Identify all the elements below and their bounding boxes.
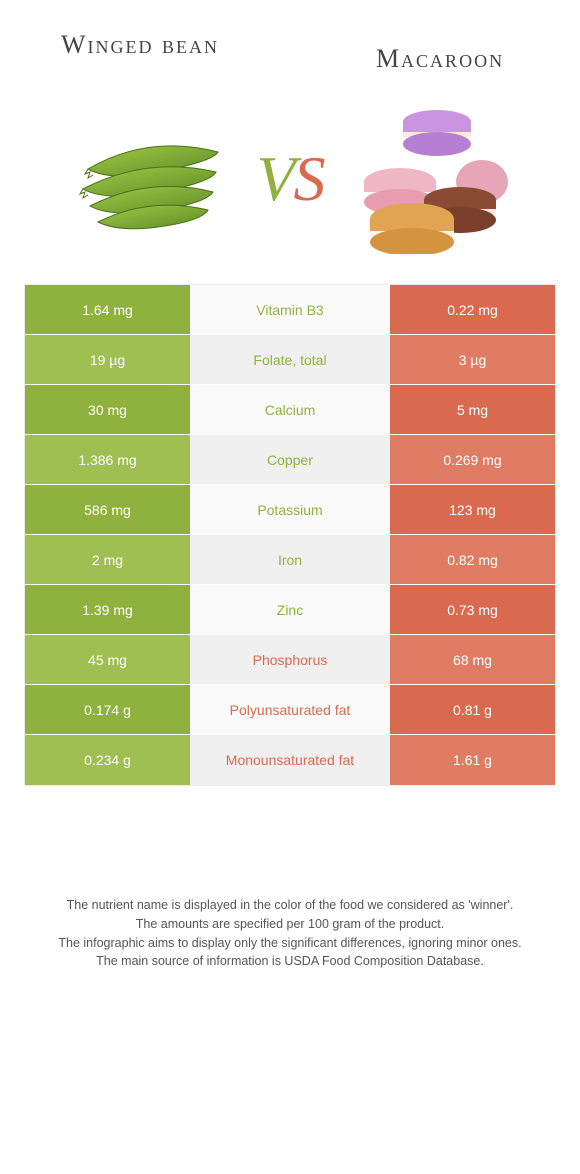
value-right: 3 µg	[390, 335, 555, 384]
value-right: 0.82 mg	[390, 535, 555, 584]
table-row: 2 mgIron0.82 mg	[25, 535, 555, 585]
nutrient-label: Zinc	[190, 585, 390, 634]
footer-line: The infographic aims to display only the…	[40, 934, 540, 953]
value-left: 0.174 g	[25, 685, 190, 734]
value-left: 19 µg	[25, 335, 190, 384]
footer-line: The nutrient name is displayed in the co…	[40, 896, 540, 915]
value-left: 1.39 mg	[25, 585, 190, 634]
value-right: 0.22 mg	[390, 285, 555, 334]
value-right: 0.81 g	[390, 685, 555, 734]
value-right: 0.73 mg	[390, 585, 555, 634]
comparison-table: 1.64 mgVitamin B30.22 mg19 µgFolate, tot…	[24, 284, 556, 786]
value-right: 68 mg	[390, 635, 555, 684]
value-left: 0.234 g	[25, 735, 190, 785]
value-left: 30 mg	[25, 385, 190, 434]
table-row: 0.234 gMonounsaturated fat1.61 g	[25, 735, 555, 785]
nutrient-label: Copper	[190, 435, 390, 484]
header: Winged bean Macaroon	[0, 0, 580, 94]
vs-v: V	[256, 143, 293, 214]
food-title-right: Macaroon	[340, 44, 540, 74]
value-right: 123 mg	[390, 485, 555, 534]
table-row: 1.39 mgZinc0.73 mg	[25, 585, 555, 635]
table-row: 0.174 gPolyunsaturated fat0.81 g	[25, 685, 555, 735]
nutrient-label: Potassium	[190, 485, 390, 534]
vs-s: S	[294, 143, 324, 214]
footer-notes: The nutrient name is displayed in the co…	[40, 896, 540, 971]
nutrient-label: Calcium	[190, 385, 390, 434]
table-row: 45 mgPhosphorus68 mg	[25, 635, 555, 685]
footer-line: The amounts are specified per 100 gram o…	[40, 915, 540, 934]
macaroon-image	[342, 104, 512, 254]
table-row: 586 mgPotassium123 mg	[25, 485, 555, 535]
food-title-left: Winged bean	[40, 30, 240, 74]
nutrient-label: Monounsaturated fat	[190, 735, 390, 785]
value-right: 1.61 g	[390, 735, 555, 785]
winged-bean-image	[68, 104, 238, 254]
value-left: 2 mg	[25, 535, 190, 584]
value-left: 45 mg	[25, 635, 190, 684]
nutrient-label: Polyunsaturated fat	[190, 685, 390, 734]
table-row: 30 mgCalcium5 mg	[25, 385, 555, 435]
value-left: 1.64 mg	[25, 285, 190, 334]
footer-line: The main source of information is USDA F…	[40, 952, 540, 971]
hero-row: VS	[0, 94, 580, 284]
table-row: 1.64 mgVitamin B30.22 mg	[25, 285, 555, 335]
value-right: 0.269 mg	[390, 435, 555, 484]
vs-label: VS	[256, 142, 323, 216]
table-row: 19 µgFolate, total3 µg	[25, 335, 555, 385]
table-row: 1.386 mgCopper0.269 mg	[25, 435, 555, 485]
value-left: 1.386 mg	[25, 435, 190, 484]
value-right: 5 mg	[390, 385, 555, 434]
nutrient-label: Iron	[190, 535, 390, 584]
value-left: 586 mg	[25, 485, 190, 534]
nutrient-label: Vitamin B3	[190, 285, 390, 334]
nutrient-label: Folate, total	[190, 335, 390, 384]
nutrient-label: Phosphorus	[190, 635, 390, 684]
